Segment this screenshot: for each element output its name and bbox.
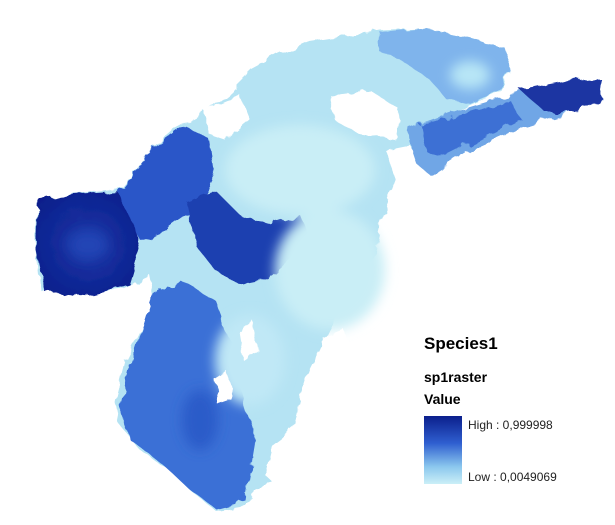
legend-high-label: High : 0,999998	[468, 418, 553, 432]
legend-layer-name: sp1raster	[424, 369, 488, 385]
map-legend: Species1 sp1raster Value High : 0,999998…	[424, 334, 604, 494]
legend-title: Species1	[424, 334, 498, 353]
nodata-gaps	[205, 90, 420, 490]
legend-low-label: Low : 0,0049069	[468, 470, 557, 484]
legend-color-ramp	[424, 416, 462, 484]
legend-field-name: Value	[424, 391, 461, 407]
